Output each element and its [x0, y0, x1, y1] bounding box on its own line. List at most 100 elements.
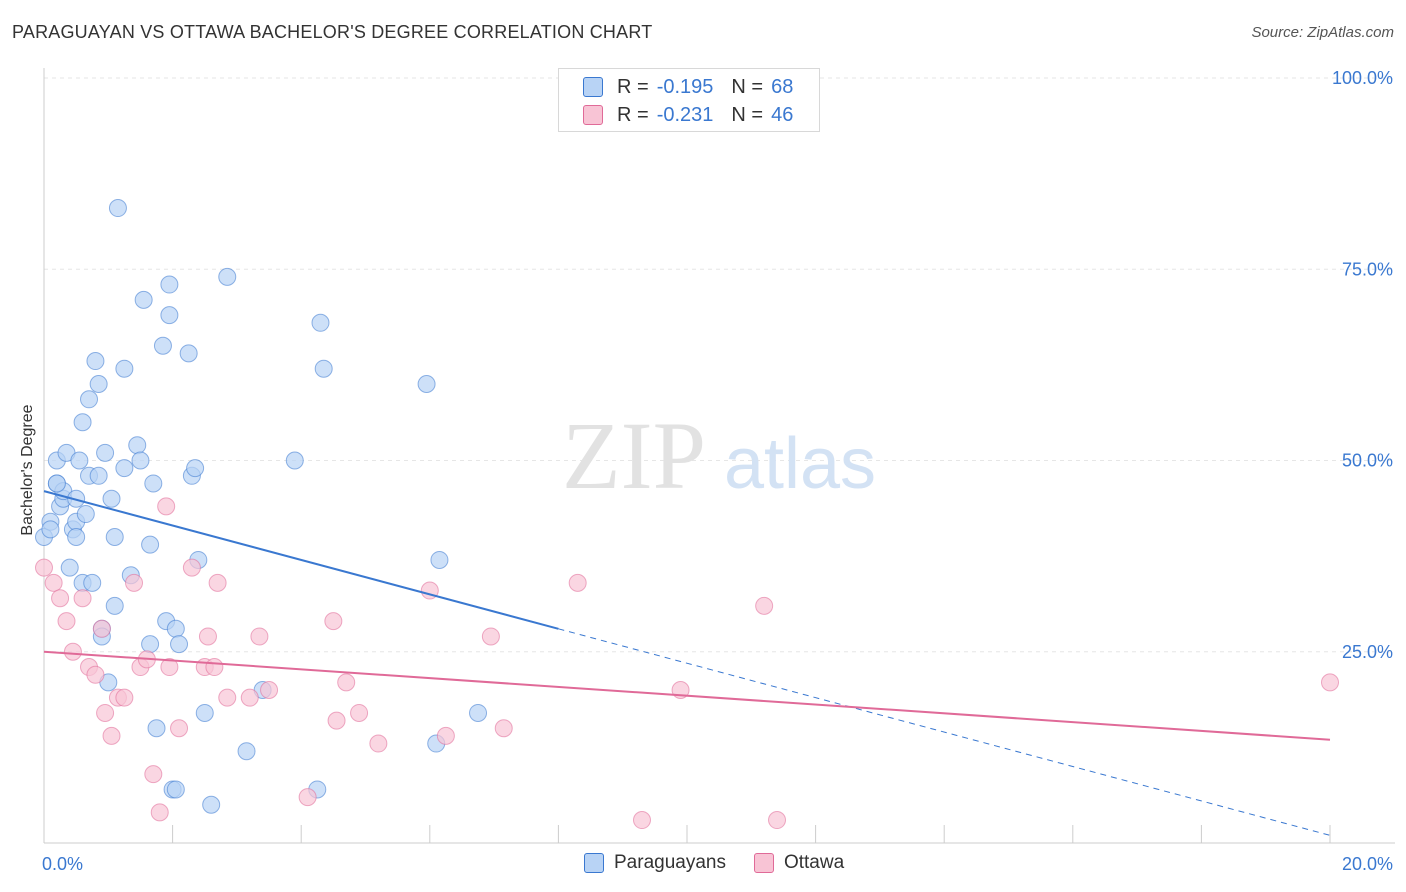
legend-swatch-blue	[584, 853, 604, 873]
ottawa-point	[73, 589, 92, 608]
paraguayans-point	[166, 619, 185, 638]
legend-label-paraguayans: Paraguayans	[614, 852, 726, 873]
legend-label-ottawa: Ottawa	[783, 852, 845, 873]
ottawa-point	[44, 573, 63, 592]
ottawa-point	[768, 811, 787, 830]
paraguayans-point	[202, 795, 221, 814]
paraguayans-point	[89, 466, 108, 485]
paraguayans-point	[89, 375, 108, 393]
paraguayans-point	[141, 635, 160, 654]
ottawa-trend-line	[43, 650, 1331, 741]
ottawa-point	[57, 612, 76, 631]
series-legend: Paraguayans Ottawa	[584, 852, 872, 874]
paraguayans-point	[430, 550, 449, 569]
ottawa-point	[102, 726, 121, 745]
paraguayans-point	[76, 505, 95, 524]
paraguayans-point	[166, 780, 185, 799]
legend-swatch-pink	[753, 853, 774, 873]
paraguayans-point	[134, 290, 153, 309]
gridlines	[44, 77, 1395, 653]
paraguayans-point	[153, 336, 172, 355]
ottawa-point	[298, 788, 317, 807]
paraguayans-point	[237, 742, 256, 761]
paraguayans-point	[70, 451, 89, 470]
paraguayans-trend-line	[43, 490, 559, 630]
ottawa-point	[144, 765, 163, 784]
watermark-atlas: atlas	[724, 424, 876, 504]
ottawa-point	[436, 726, 455, 745]
paraguayans-point	[80, 390, 99, 409]
x-tick-label-min: 0.0%	[42, 854, 83, 874]
paraguayans-point	[115, 359, 134, 378]
paraguayans-trend-extension	[558, 628, 1331, 836]
paraguayans-point	[186, 459, 205, 478]
legend-r-label: R =	[617, 103, 649, 126]
paraguayans-point	[417, 375, 436, 393]
paraguayans-point	[105, 528, 124, 546]
legend-r-value: -0.195	[656, 75, 714, 98]
paraguayans-point	[147, 719, 166, 738]
ottawa-point	[260, 681, 279, 699]
paraguayans-point	[314, 359, 333, 378]
paraguayans-point	[102, 489, 121, 508]
legend-swatch-blue	[583, 77, 603, 97]
paraguayans-point	[115, 459, 134, 478]
ottawa-point	[198, 627, 217, 646]
paraguayans-point	[311, 313, 330, 332]
ottawa-point	[86, 665, 105, 684]
paraguayans-point	[141, 535, 160, 554]
paraguayans-point	[285, 451, 304, 470]
trend-lines	[43, 490, 1331, 836]
paraguayans-point	[160, 306, 179, 325]
ottawa-point	[250, 627, 269, 646]
paraguayans-point	[47, 474, 66, 493]
legend-row-ottawa: R = -0.231 N = 46	[583, 101, 793, 129]
legend-item-paraguayans: Paraguayans	[584, 852, 726, 874]
paraguayans-point	[469, 703, 488, 722]
ottawa-point	[327, 711, 346, 730]
ottawa-point	[481, 627, 500, 646]
watermark-zip: ZIP	[562, 402, 706, 509]
paraguayans-point	[73, 413, 92, 432]
paraguayans-point	[144, 474, 163, 493]
legend-item-ottawa: Ottawa	[753, 852, 845, 874]
ottawa-point	[96, 703, 115, 722]
y-tick-label: 25.0%	[1342, 642, 1393, 662]
ottawa-point	[208, 573, 227, 592]
ottawa-point	[157, 497, 176, 516]
ottawa-point	[205, 658, 224, 677]
ottawa-point	[568, 573, 587, 592]
ottawa-point	[160, 658, 179, 677]
ottawa-point	[240, 688, 259, 707]
paraguayans-point	[131, 451, 150, 470]
ottawa-point	[337, 673, 356, 692]
ottawa-point	[125, 573, 144, 592]
ottawa-point	[494, 719, 513, 738]
legend-n-value: 46	[771, 103, 794, 126]
y-tick-label: 50.0%	[1342, 451, 1393, 471]
legend-r-value: -0.231	[656, 103, 714, 126]
paraguayans-point	[41, 520, 60, 539]
data-points	[35, 199, 1339, 830]
ottawa-point	[324, 612, 343, 631]
x-tick-label-max: 20.0%	[1342, 854, 1393, 874]
ottawa-point	[182, 558, 201, 577]
paraguayans-point	[179, 344, 198, 363]
ottawa-point	[115, 688, 134, 707]
paraguayans-point	[218, 267, 237, 286]
paraguayans-point	[195, 703, 214, 722]
paraguayans-point	[83, 573, 102, 592]
tick-labels: 25.0% 50.0% 75.0% 100.0% 0.0% 20.0%	[42, 68, 1393, 874]
legend-n-label: N =	[731, 103, 764, 126]
ottawa-point	[150, 803, 169, 822]
legend-row-paraguayans: R = -0.195 N = 68	[583, 73, 793, 101]
axes	[43, 68, 1395, 844]
paraguayans-point	[86, 352, 105, 371]
ottawa-point	[35, 558, 53, 577]
chart-title: PARAGUAYAN VS OTTAWA BACHELOR'S DEGREE C…	[12, 22, 653, 42]
ottawa-point	[1321, 673, 1339, 692]
legend-swatch-pink	[583, 105, 603, 125]
paraguayans-point	[160, 275, 179, 294]
paraguayans-point	[60, 558, 79, 577]
